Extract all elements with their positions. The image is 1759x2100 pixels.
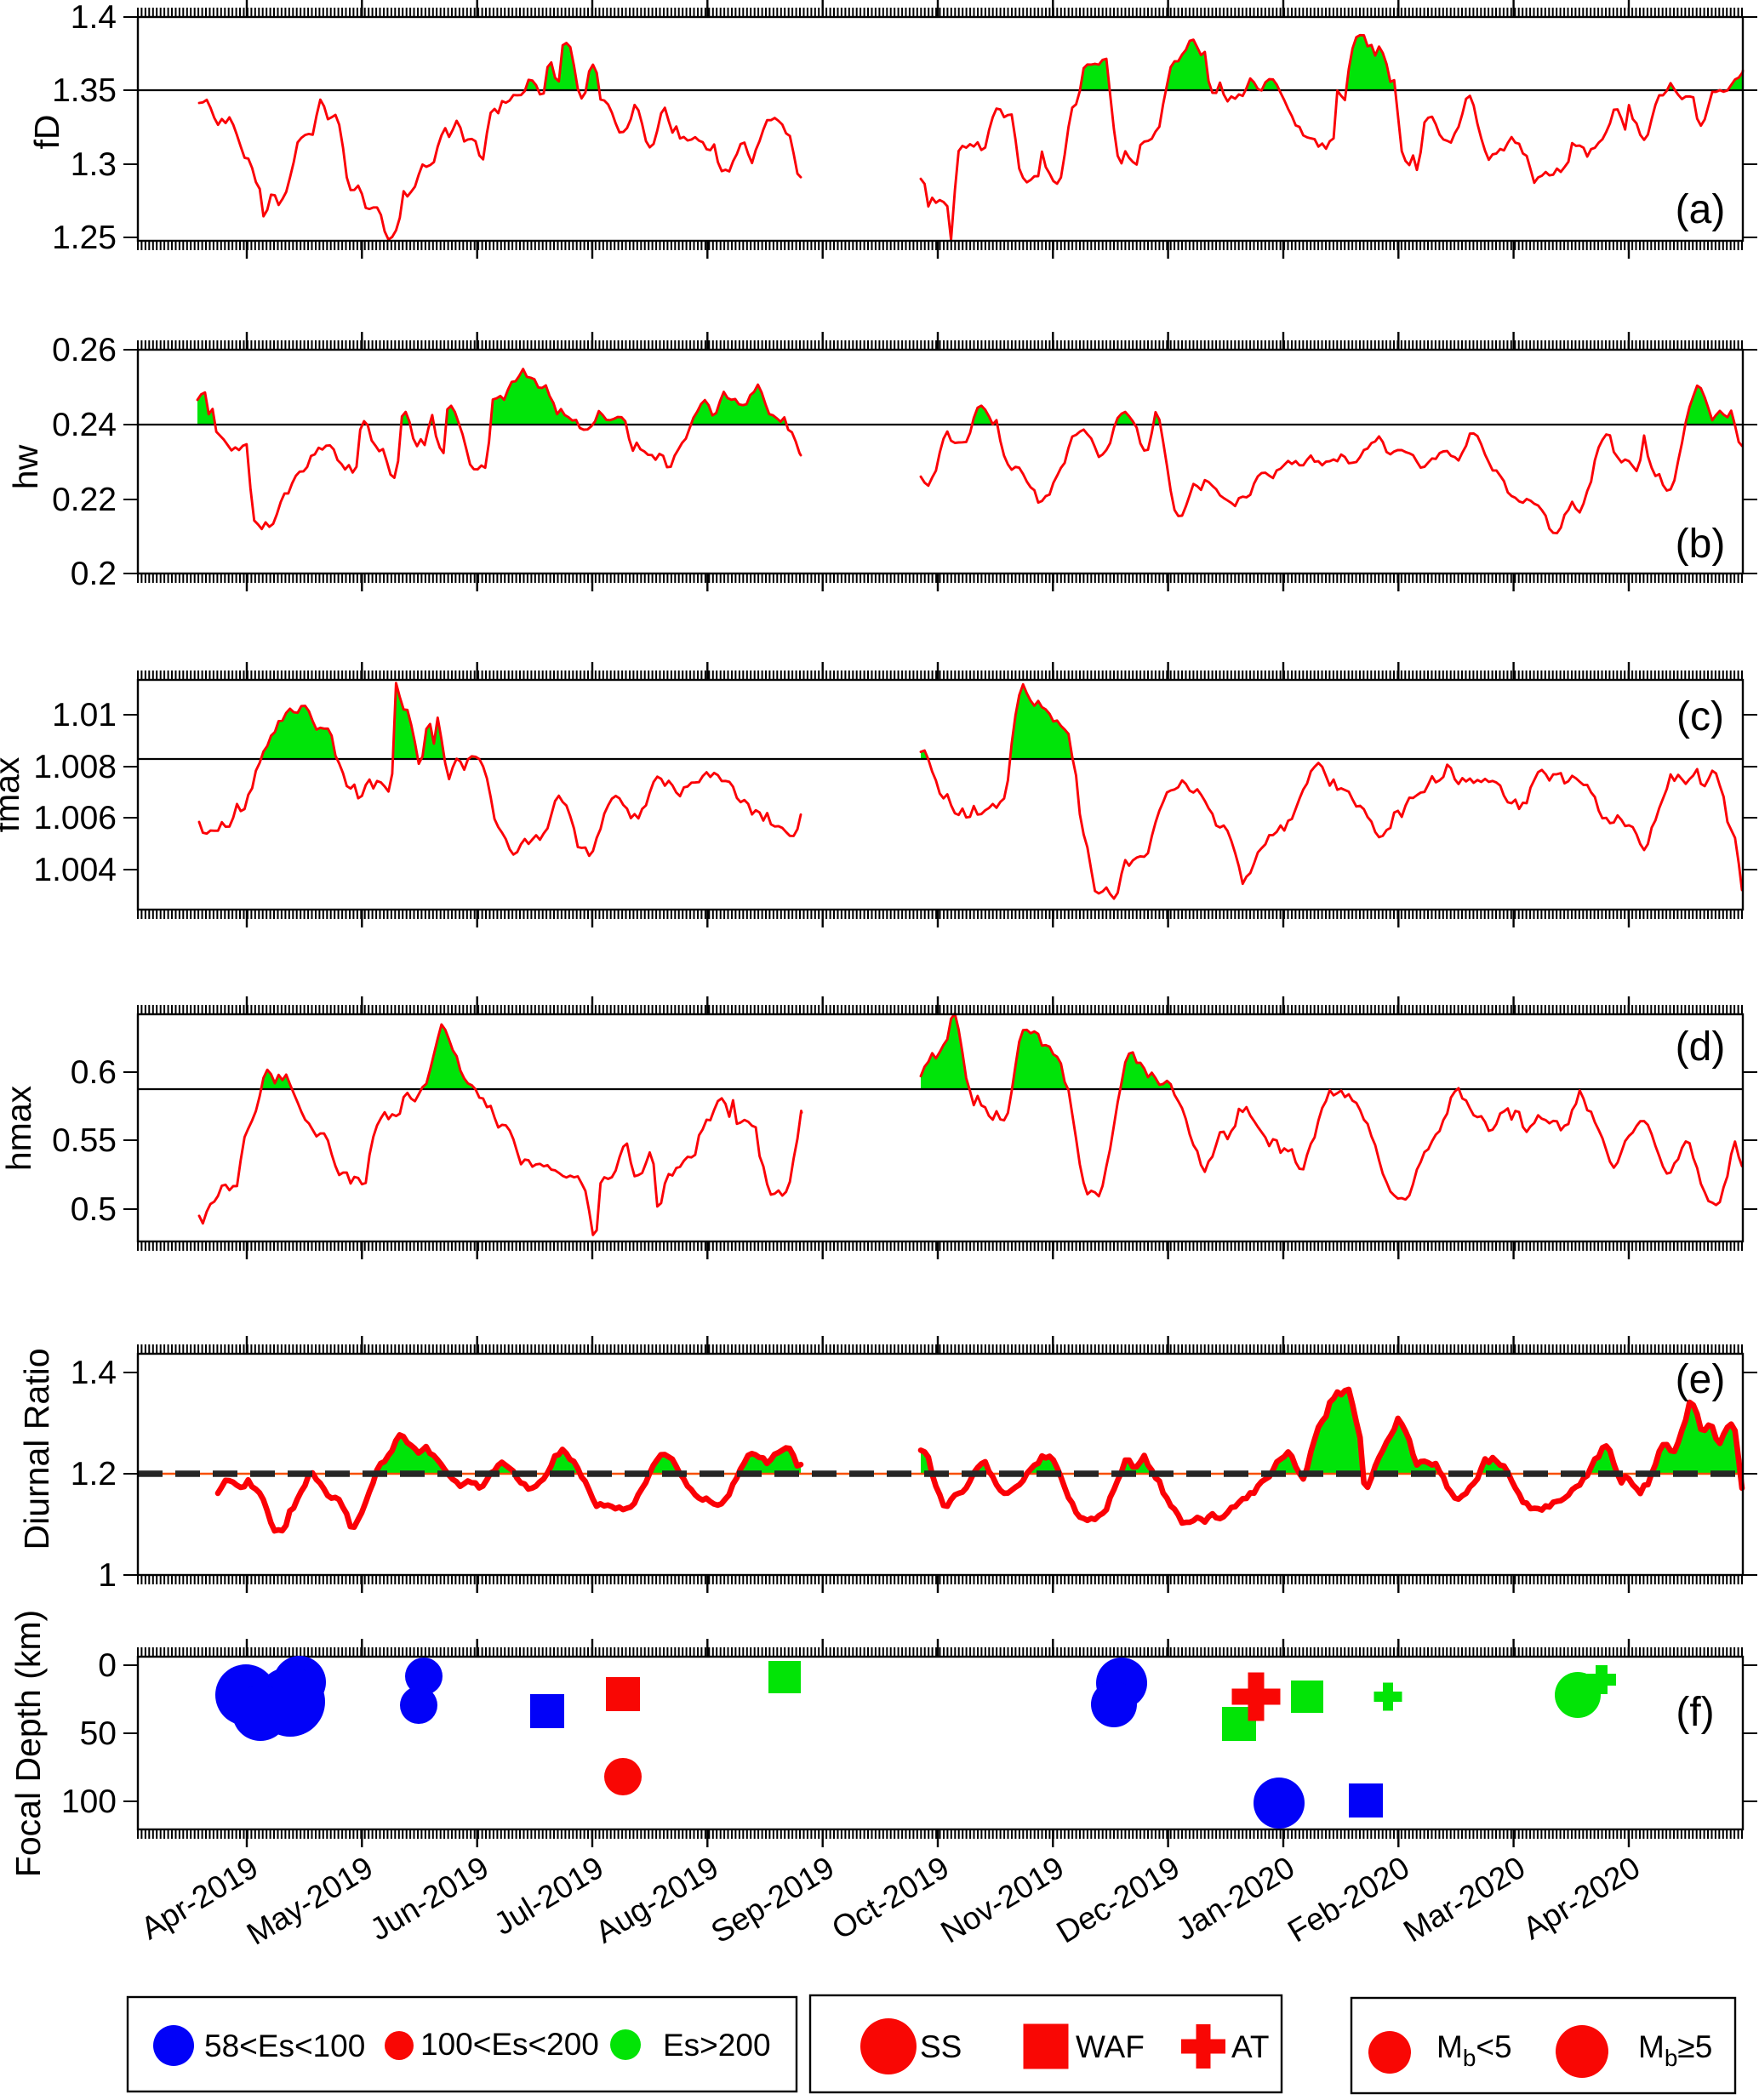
svg-text:0.55: 0.55	[52, 1122, 117, 1159]
svg-text:0: 0	[98, 1647, 117, 1684]
svg-text:100: 100	[61, 1783, 117, 1820]
svg-text:(c): (c)	[1676, 694, 1724, 739]
svg-text:1.006: 1.006	[33, 800, 117, 836]
svg-text:100<Es<200: 100<Es<200	[420, 2027, 599, 2062]
svg-text:1.4: 1.4	[71, 1355, 117, 1391]
svg-text:0.22: 0.22	[52, 482, 117, 518]
svg-text:1.35: 1.35	[52, 72, 117, 109]
svg-text:SS: SS	[920, 2029, 962, 2064]
svg-text:0.5: 0.5	[71, 1191, 117, 1228]
svg-text:(f): (f)	[1676, 1690, 1714, 1735]
svg-text:fmax: fmax	[0, 756, 26, 832]
svg-text:1.3: 1.3	[71, 146, 117, 183]
svg-text:Diurnal Ratio: Diurnal Ratio	[17, 1349, 56, 1550]
svg-text:58<Es<100: 58<Es<100	[204, 2029, 365, 2063]
svg-text:(a): (a)	[1676, 187, 1726, 232]
svg-text:WAF: WAF	[1076, 2029, 1145, 2064]
svg-text:0.2: 0.2	[71, 556, 117, 592]
svg-text:(b): (b)	[1676, 522, 1726, 567]
svg-text:hmax: hmax	[0, 1085, 38, 1171]
svg-text:1.4: 1.4	[71, 0, 117, 36]
svg-text:1.25: 1.25	[52, 220, 117, 256]
svg-text:fD: fD	[27, 115, 66, 150]
svg-text:Focal Depth (km): Focal Depth (km)	[9, 1610, 48, 1877]
svg-text:0.26: 0.26	[52, 332, 117, 368]
svg-text:hw: hw	[6, 444, 45, 489]
svg-text:Es>200: Es>200	[663, 2028, 771, 2063]
svg-text:50: 50	[80, 1715, 117, 1752]
svg-text:1.01: 1.01	[52, 697, 117, 733]
svg-text:1: 1	[98, 1557, 117, 1594]
svg-text:1.004: 1.004	[33, 852, 117, 888]
svg-text:AT: AT	[1231, 2029, 1270, 2064]
svg-text:0.24: 0.24	[52, 407, 117, 443]
svg-text:1.008: 1.008	[33, 749, 117, 785]
svg-text:1.2: 1.2	[71, 1456, 117, 1492]
svg-text:(d): (d)	[1676, 1024, 1726, 1070]
svg-text:0.6: 0.6	[71, 1054, 117, 1091]
svg-text:(e): (e)	[1676, 1357, 1726, 1402]
